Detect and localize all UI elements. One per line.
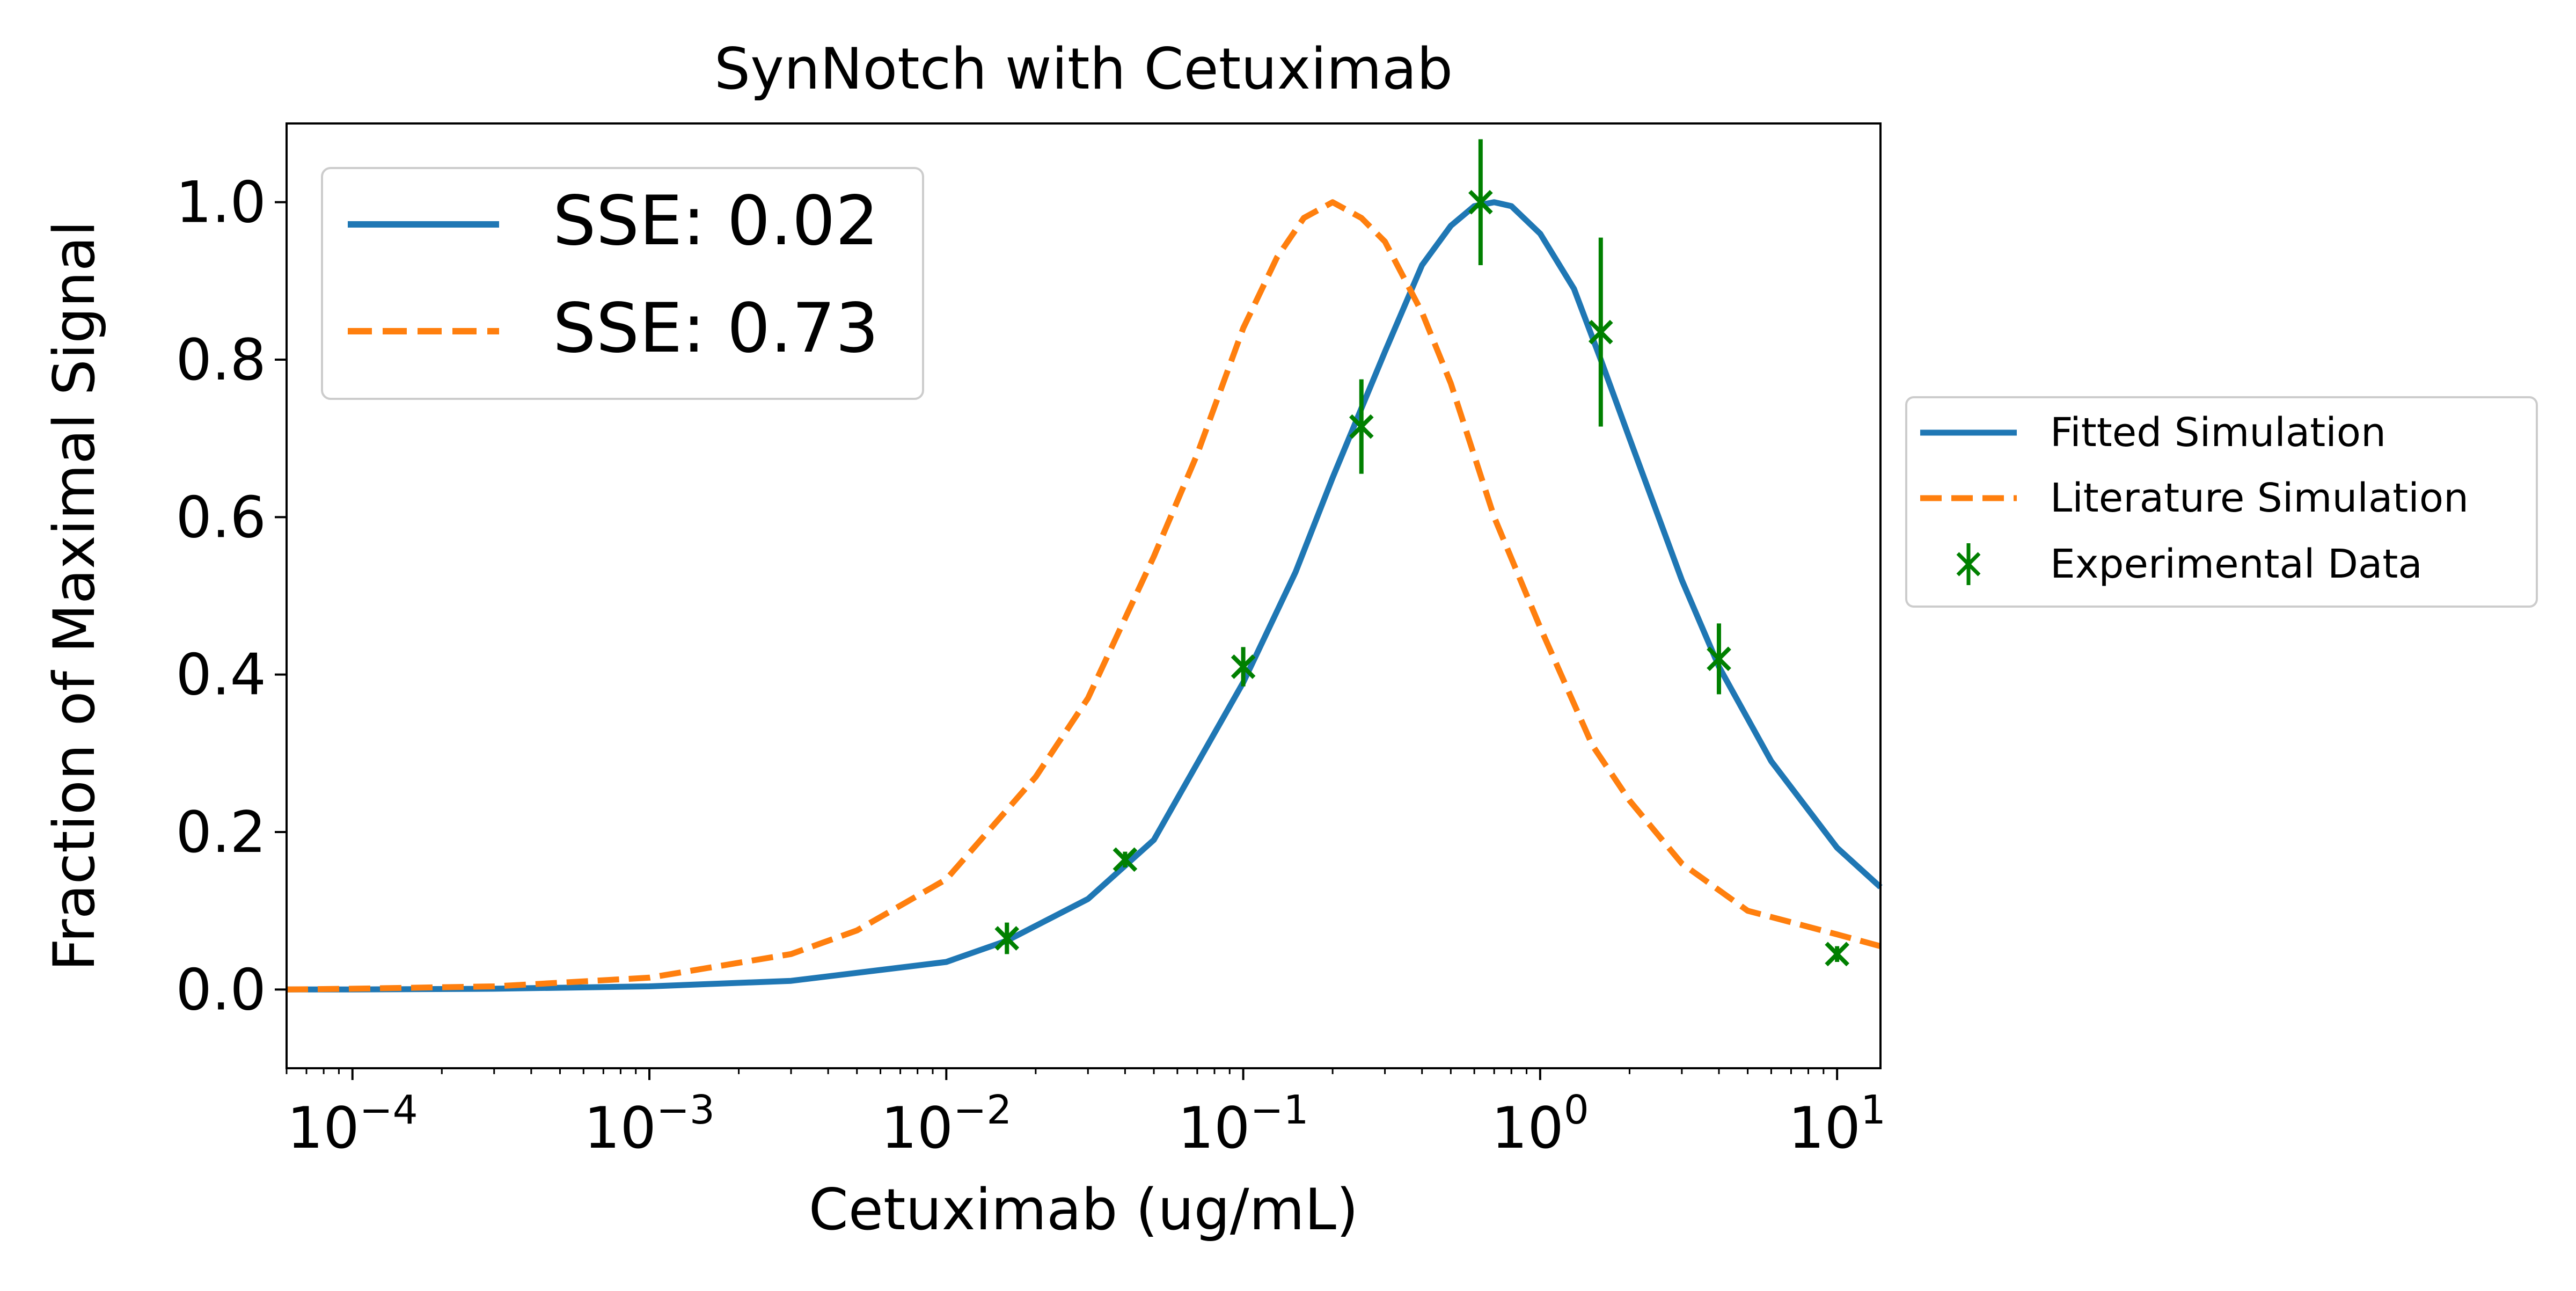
series-line-literature-simulation <box>286 199 1882 993</box>
x-tick-label: 101 <box>1788 1087 1886 1161</box>
point-marker <box>1231 654 1256 679</box>
outer-legend-experimental-marker <box>1956 543 1981 585</box>
experimental-point <box>1707 623 1731 695</box>
experimental-point <box>1113 847 1138 872</box>
experimental-point <box>1468 139 1493 265</box>
x-tick-label: 10−2 <box>881 1087 1012 1161</box>
outer-legend-fitted-label: Fitted Simulation <box>2050 410 2386 456</box>
y-tick-label: 0.8 <box>175 327 266 393</box>
y-tick-label: 0.2 <box>175 799 266 865</box>
x-tick-label: 100 <box>1491 1087 1589 1161</box>
plot-frame <box>286 122 1882 1069</box>
point-marker <box>1707 646 1731 672</box>
y-tick-label: 0.6 <box>175 484 266 550</box>
inner-legend-fitted-label: SSE: 0.02 <box>553 181 879 260</box>
experimental-point <box>994 922 1020 954</box>
experimental-point <box>1588 237 1613 427</box>
experimental-point <box>1231 647 1256 687</box>
point-marker <box>1349 414 1374 439</box>
y-tick-label: 0.4 <box>175 642 266 708</box>
series-line-fitted-simulation <box>287 199 1883 993</box>
y-tick-label: 0.0 <box>175 957 266 1023</box>
point-marker <box>994 926 1020 951</box>
plot-layer <box>286 139 1883 993</box>
x-axis-ticks: 10−4 10−3 10−2 10−1 100 101 <box>286 1068 1886 1161</box>
outer-legend-literature-label: Literature Simulation <box>2050 475 2469 521</box>
inner-legend: SSE: 0.02 SSE: 0.73 <box>321 167 924 400</box>
x-tick-label: 10−3 <box>584 1087 715 1161</box>
outer-legend: Fitted Simulation Literature Simulation … <box>1905 396 2538 608</box>
chart-title: SynNotch with Cetuximab <box>714 36 1453 102</box>
x-axis-label: Cetuximab (ug/mL) <box>809 1177 1359 1243</box>
x-tick-label: 10−1 <box>1178 1087 1309 1161</box>
y-axis-label: Fraction of Maximal Signal <box>41 221 107 971</box>
experimental-point <box>1825 942 1849 967</box>
x-tick-label: 10−4 <box>287 1087 418 1161</box>
experimental-point <box>1349 379 1374 474</box>
point-marker <box>1113 847 1138 872</box>
y-axis-ticks: 0.0 0.2 0.4 0.6 0.8 1.0 <box>175 170 287 1023</box>
inner-legend-literature-label: SSE: 0.73 <box>553 288 879 368</box>
y-tick-label: 1.0 <box>175 170 266 236</box>
point-marker <box>1825 942 1849 967</box>
point-marker <box>1468 189 1493 215</box>
point-marker <box>1588 319 1613 345</box>
outer-legend-experimental-label: Experimental Data <box>2050 541 2423 587</box>
